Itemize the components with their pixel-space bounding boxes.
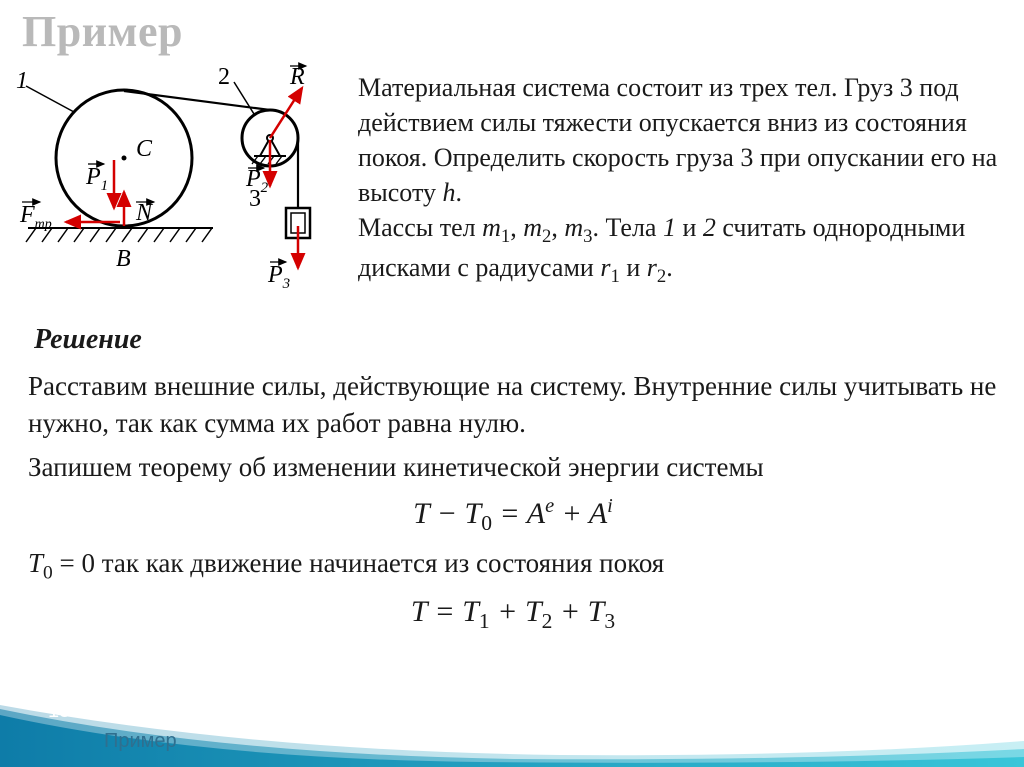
diagram-label-n: N — [135, 200, 154, 226]
svg-text:P1: P1 — [85, 164, 108, 194]
solution-line-1: Расставим внешние силы, действующие на с… — [28, 368, 998, 443]
diagram-label-2: 2 — [218, 64, 230, 90]
solution-line-2: Запишем теорему об изменении кинетическо… — [28, 449, 998, 486]
svg-text:P2: P2 — [245, 166, 269, 196]
svg-text:N: N — [135, 200, 154, 226]
mechanics-diagram: 1 2 3 C B R N P1 P2 — [8, 58, 348, 288]
diagram-label-c: C — [136, 136, 153, 162]
slide-number: 15 — [48, 700, 70, 723]
solution-line-3: T0 = 0 так как движение начинается из со… — [28, 545, 998, 587]
problem-statement: Материальная система состоит из трех тел… — [358, 70, 1008, 289]
solution-heading: Решение — [34, 324, 142, 356]
footer-caption: Пример — [104, 730, 177, 753]
svg-text:P3: P3 — [267, 262, 290, 288]
slide: Пример — [0, 0, 1024, 767]
equation-1: T − T0 = Ae + Ai — [28, 492, 998, 539]
var-h: h — [442, 178, 455, 207]
slide-title: Пример — [22, 6, 183, 57]
diagram-label-b: B — [116, 246, 131, 272]
diagram-label-ftr: Fтр — [19, 202, 52, 232]
diagram-label-p1: P1 — [85, 164, 108, 194]
svg-text:Fтр: Fтр — [19, 202, 52, 232]
diagram-label-r: R — [289, 64, 306, 90]
equation-2: T = T1 + T2 + T3 — [28, 591, 998, 637]
solution-body: Расставим внешние силы, действующие на с… — [28, 368, 998, 643]
diagram-label-p2: P2 — [245, 166, 269, 196]
diagram-label-p3: P3 — [267, 262, 290, 288]
svg-text:R: R — [289, 64, 305, 90]
diagram-label-1: 1 — [16, 68, 28, 94]
